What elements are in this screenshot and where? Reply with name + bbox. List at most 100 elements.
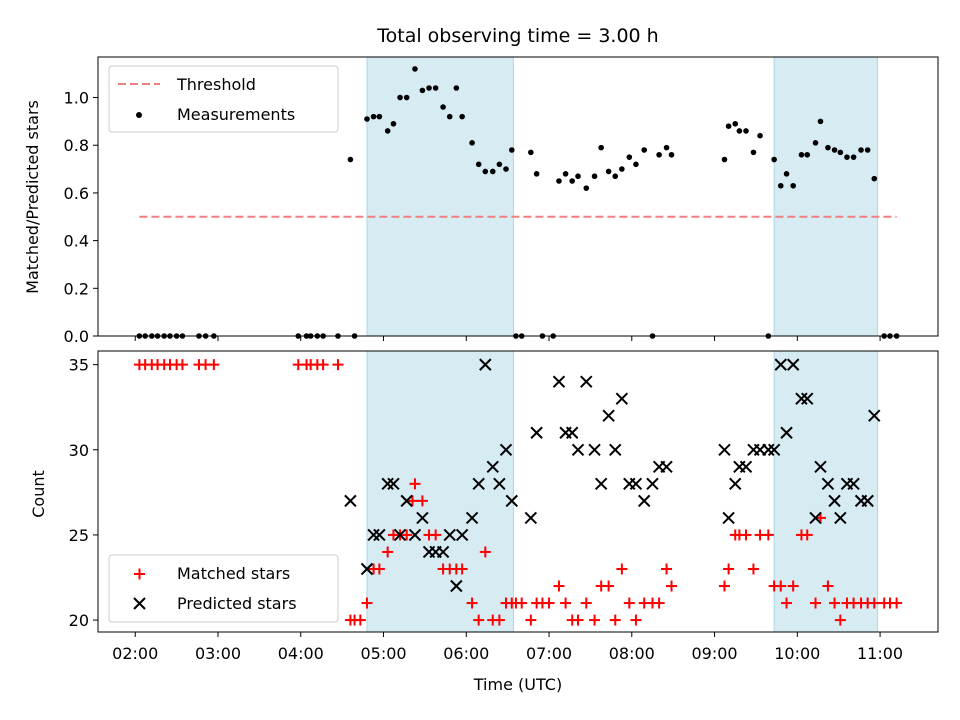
measurements-point — [397, 94, 403, 101]
predicted-stars-point — [718, 443, 731, 456]
measurements-point — [419, 87, 426, 94]
bottom-xtick-label: 10:00 — [774, 644, 820, 663]
predicted-stars-point — [780, 426, 793, 439]
predicted-stars-point — [767, 443, 781, 456]
matched-stars-point — [810, 597, 822, 609]
measurements-point — [347, 156, 354, 163]
predicted-stars-point — [472, 477, 485, 491]
predicted-stars-point — [660, 460, 673, 474]
measurements-point — [725, 123, 732, 129]
predicted-stars-point — [809, 511, 822, 525]
measurements-point — [626, 154, 633, 160]
matched-stars-point — [317, 359, 329, 371]
top-panel: 0.0 0.2 0.4 0.6 0.8 1.0 Total observing time … — [23, 25, 939, 346]
predicted-stars-point — [834, 511, 847, 525]
predicted-stars-point — [387, 477, 400, 491]
predicted-stars-point — [360, 562, 374, 576]
predicted-stars-point — [795, 392, 808, 405]
matched-stars-point — [801, 529, 813, 541]
legend-measurements-label: Measurements — [177, 105, 295, 124]
measurements-point — [503, 166, 509, 172]
measurements-point — [403, 94, 410, 101]
top-ytick-label: 0.0 — [64, 327, 89, 346]
top-y-axis-label: Matched/Predicted stars — [23, 100, 42, 294]
measurements-point — [771, 156, 777, 163]
measurements-point — [750, 149, 757, 156]
bottom-legend: Matched stars Predicted stars — [108, 554, 339, 623]
predicted-stars-point — [400, 494, 413, 508]
predicted-stars-point — [479, 358, 492, 371]
predicted-stars-point — [602, 409, 615, 422]
measurements-point — [663, 144, 670, 151]
x-axis-label: Time (UTC) — [473, 675, 562, 694]
predicted-stars-point — [493, 477, 506, 491]
measurements-point — [668, 151, 675, 158]
matched-stars-point — [623, 597, 635, 609]
measurements-point — [831, 147, 838, 153]
measurements-point — [743, 128, 749, 134]
predicted-stars-point — [821, 477, 835, 491]
measurements-point — [619, 166, 625, 172]
matched-stars-point — [580, 597, 592, 609]
matched-stars-point — [829, 597, 841, 609]
measurements-legend-marker — [136, 112, 142, 118]
predicted-legend-marker — [133, 597, 146, 610]
legend-predicted-label: Predicted stars — [177, 594, 297, 613]
measurements-point — [370, 113, 377, 120]
matched-stars-point — [572, 614, 584, 626]
measurements-point — [757, 132, 763, 139]
matched-stars-point — [525, 614, 537, 626]
matched-stars-point — [775, 580, 787, 592]
matched-stars-point — [354, 614, 366, 626]
bottom-shaded-region-2 — [773, 350, 879, 633]
matched-stars-point — [603, 580, 615, 592]
matched-stars-point — [589, 614, 601, 626]
measurements-point — [844, 154, 850, 160]
measurements-point — [721, 156, 728, 163]
bottom-ytick-label: 35 — [69, 356, 89, 375]
measurements-point — [798, 151, 805, 158]
bottom-xtick-label: 05:00 — [360, 644, 406, 663]
bottom-ticks: 20 25 30 35 02:00 03:00 04:00 05:00 06:00 07:00 08… — [69, 356, 903, 663]
predicted-stars-point — [571, 443, 585, 456]
bottom-ytick-label: 20 — [69, 611, 89, 630]
bottom-xtick-label: 07:00 — [526, 644, 572, 663]
predicted-stars-point — [637, 494, 651, 508]
predicted-stars-point — [609, 443, 622, 456]
matched-stars-point — [332, 359, 344, 371]
bottom-xtick-label: 06:00 — [443, 644, 489, 663]
predicted-stars-point — [774, 358, 787, 371]
predicted-stars-point — [552, 375, 566, 388]
matched-stars-point — [653, 597, 665, 609]
measurements-point — [390, 120, 397, 127]
matched-stars-point — [740, 529, 752, 541]
predicted-stars-point — [436, 545, 450, 559]
matched-stars-point — [822, 580, 834, 592]
predicted-stars-point — [565, 426, 579, 439]
top-shaded-region-1 — [366, 56, 514, 337]
measurements-point — [871, 175, 878, 182]
matched-stars-point — [208, 359, 220, 371]
matched-stars-point — [616, 563, 628, 575]
matched-stars-point — [609, 614, 621, 626]
predicted-stars-point — [762, 443, 775, 456]
chart-title: Total observing time = 3.00 h — [376, 25, 658, 47]
matched-stars-point — [416, 495, 428, 507]
measurements-point — [562, 171, 569, 177]
top-legend: Threshold Measurements — [108, 65, 339, 133]
predicted-stars-point — [505, 494, 519, 508]
matched-stars-point — [373, 563, 385, 575]
matched-legend-marker — [134, 568, 145, 580]
bottom-y-axis-label: Count — [29, 470, 48, 518]
measurements-point — [489, 168, 496, 175]
matched-stars-point — [868, 597, 880, 609]
legend-matched-label: Matched stars — [177, 564, 290, 583]
bottom-ytick-label: 30 — [69, 441, 89, 460]
measurements-point — [858, 147, 864, 153]
measurements-point — [633, 161, 639, 168]
measurements-point — [412, 66, 418, 72]
matched-stars-point — [401, 529, 413, 541]
top-ytick-label: 0.8 — [64, 136, 89, 155]
predicted-stars-point — [373, 528, 386, 542]
predicted-stars-point — [868, 409, 881, 422]
